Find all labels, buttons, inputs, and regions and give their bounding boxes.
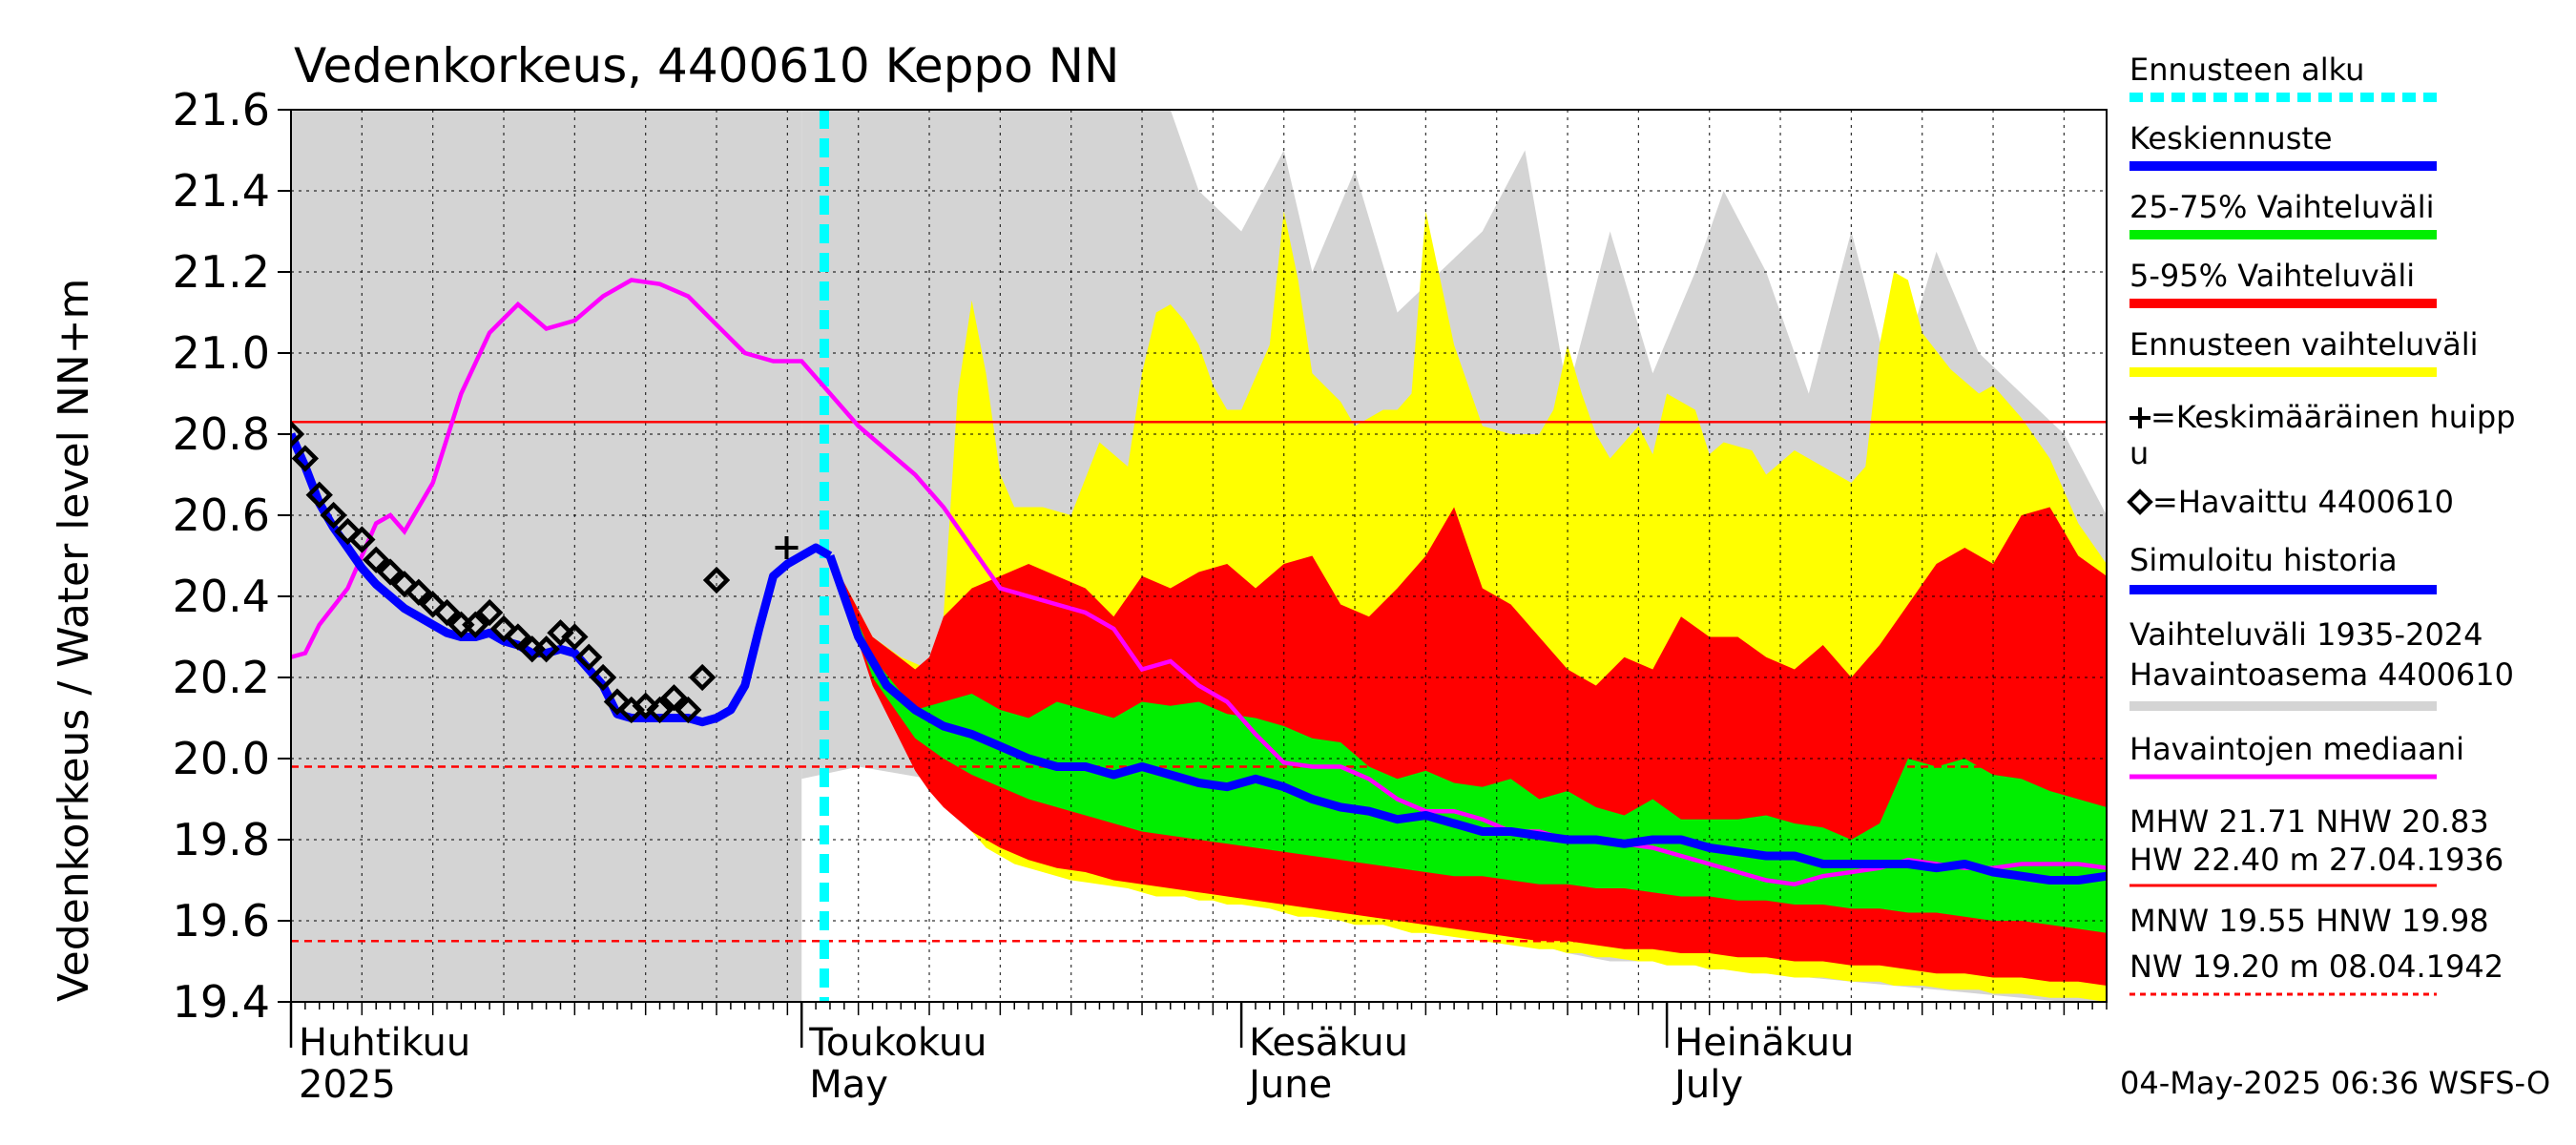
y-tick-label: 20.0 [173,733,270,784]
month-label: Heinäkuu [1674,1021,1854,1065]
observed-point [688,663,717,692]
observed-point [433,598,461,627]
observed-point [575,643,603,671]
y-tick-label: 19.8 [173,814,270,865]
legend-peak-icon [2129,407,2150,428]
observed-point [532,635,560,663]
legend-observed-icon [2127,489,2153,515]
observed-point [390,571,419,598]
legend-label: 25-75% Vaihteluväli [2129,189,2434,225]
observed-point [363,546,390,573]
observed-point [547,619,574,647]
band-25-75 [830,555,2107,933]
month-label: Kesäkuu [1249,1021,1408,1065]
observed-point [305,481,333,509]
observed-point [405,578,432,606]
legend-label: Ennusteen alku [2129,52,2364,88]
month-sublabel: June [1246,1063,1332,1107]
mean-peak-marker [775,536,799,559]
observed-point [646,696,674,724]
observed-point [589,663,617,692]
observed-point [561,623,589,651]
y-tick-label: 21.4 [173,165,270,217]
observed-point [348,526,376,553]
legend-median-label: Havaintojen mediaani [2129,731,2464,767]
legend-observed-label: =Havaittu 4400610 [2152,484,2454,520]
legend-label: Ennusteen vaihteluväli [2129,326,2479,363]
observed-point [475,598,504,627]
observed-point [291,420,305,448]
y-tick-label: 20.4 [173,571,270,622]
observed-point [419,591,447,618]
observed-point [291,445,320,472]
month-label: Huhtikuu [299,1021,470,1065]
y-tick-label: 19.6 [173,895,270,947]
legend-stat: MHW 21.71 NHW 20.83 [2129,803,2489,840]
observed-point [504,623,532,651]
legend-range-station: Havaintoasema 4400610 [2129,656,2514,693]
observed-point [603,688,632,716]
observed-point [660,684,688,712]
month-label: Toukokuu [808,1021,987,1065]
legend-peak-label-cont: u [2129,435,2149,471]
month-sublabel: July [1672,1063,1743,1107]
chart-title: Vedenkorkeus, 4400610 Keppo NN [294,38,1119,94]
simulated-history-line [291,432,833,727]
legend-label: 5-95% Vaihteluväli [2129,258,2415,294]
legend-stat: HW 22.40 m 27.04.1936 [2129,842,2503,878]
legend-range-label: Vaihteluväli 1935-2024 [2129,616,2483,653]
observed-point [320,501,347,530]
legend: Ennusteen alku Keskiennuste 25-75% Vaihtel… [2127,52,2516,996]
forecast-mean-line [825,554,2107,885]
month-sublabel: May [809,1063,888,1107]
observed-point [489,614,518,643]
y-tick-label: 21.0 [173,327,270,379]
observed-point [702,566,731,594]
y-tick-label: 20.6 [173,489,270,541]
legend-peak-label: =Keskimääräinen huipp [2150,399,2516,435]
series-lines [291,110,2107,1002]
observed-point [334,517,362,546]
axes: 19.4 19.6 19.8 20.0 20.2 20.4 20.6 20.8 21.0 21.2… [173,84,2108,1107]
legend-stat: MNW 19.55 HNW 19.98 [2129,903,2489,939]
observed-point [376,558,405,586]
observed-point [632,692,659,719]
legend-stat: NW 19.20 m 08.04.1942 [2129,948,2503,985]
historical-range-band [291,110,802,1002]
observed-point [462,611,489,638]
y-tick-label: 21.6 [173,84,270,135]
y-tick-label: 20.8 [173,408,270,460]
y-tick-label: 21.2 [173,246,270,298]
month-sublabel: 2025 [299,1063,396,1107]
footer-timestamp: 04-May-2025 06:36 WSFS-O [2120,1065,2550,1101]
y-axis-label: Vedenkorkeus / Water level NN+m [50,279,98,1002]
y-tick-label: 19.4 [173,976,270,1028]
observed-point [675,696,702,724]
y-tick-label: 20.2 [173,652,270,703]
legend-label: Keskiennuste [2129,120,2333,156]
observation-median-line [291,278,2107,886]
legend-sim-label: Simuloitu historia [2129,542,2398,578]
